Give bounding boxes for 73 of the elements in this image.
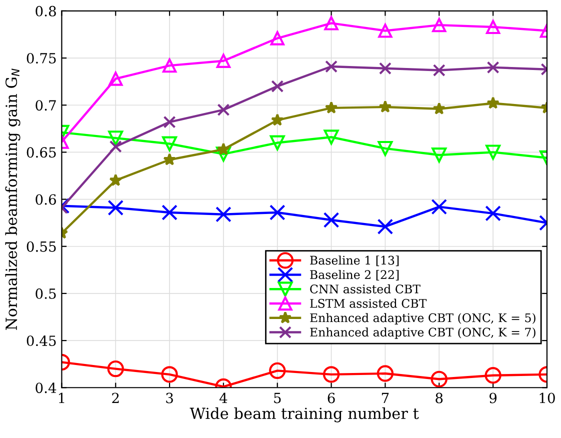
y-tick-label: 0.8 xyxy=(36,6,56,16)
point xyxy=(486,144,501,160)
legend-label: LSTM assisted CBT xyxy=(310,298,427,308)
legend-label: Enhanced adaptive CBT (ONC, K = 5) xyxy=(310,313,536,325)
point xyxy=(378,62,392,75)
y-tick-label: 0.75 xyxy=(26,53,56,64)
x-tick-label: 10 xyxy=(540,392,555,404)
y-tick-label: 0.4 xyxy=(36,382,56,394)
point xyxy=(486,96,500,109)
y-tick-label: 0.45 xyxy=(26,336,56,346)
point xyxy=(378,24,392,38)
point xyxy=(486,20,500,34)
point xyxy=(484,367,502,384)
point xyxy=(270,135,285,150)
point xyxy=(269,204,286,220)
y-tick-label: 0.55 xyxy=(26,241,56,252)
point xyxy=(163,116,176,128)
point xyxy=(431,198,448,215)
point xyxy=(485,205,501,222)
y-tick-label: 0.5 xyxy=(36,288,56,299)
point xyxy=(432,18,446,32)
x-tick-label: 6 xyxy=(328,392,335,404)
point xyxy=(216,146,231,162)
point xyxy=(163,153,176,166)
point xyxy=(161,366,178,383)
point xyxy=(108,72,123,86)
point xyxy=(271,80,284,93)
point xyxy=(377,218,394,235)
y-tick-label: 0.7 xyxy=(36,100,56,111)
x-tick-label: 5 xyxy=(274,392,281,404)
y-tick-label: 0.65 xyxy=(26,147,56,158)
point xyxy=(325,60,338,73)
point xyxy=(108,130,124,146)
point xyxy=(269,362,286,380)
legend-label: Baseline 1 [13] xyxy=(310,256,399,266)
x-tick-label: 3 xyxy=(166,392,173,404)
point xyxy=(109,174,122,186)
point xyxy=(162,204,178,220)
y-axis-title: Normalized beamforming gain G$_{N}$ xyxy=(5,68,20,330)
x-axis-title: Wide beam training number t xyxy=(190,407,419,422)
point xyxy=(432,102,446,114)
point xyxy=(322,366,340,383)
point xyxy=(270,114,284,126)
point xyxy=(378,140,393,156)
point xyxy=(324,101,338,114)
point xyxy=(107,360,124,378)
x-tick-label: 7 xyxy=(382,392,389,404)
legend-label: Enhanced adaptive CBT (ONC, K = 7) xyxy=(310,327,536,339)
legend-label: CNN assisted CBT xyxy=(310,284,420,294)
point xyxy=(216,206,232,222)
y-tick-label: 0.6 xyxy=(36,194,56,205)
point xyxy=(216,54,231,68)
legend-label: Baseline 2 [22] xyxy=(310,270,399,280)
point xyxy=(323,212,340,228)
x-tick-label: 8 xyxy=(436,392,443,404)
point xyxy=(376,365,394,382)
point xyxy=(486,61,500,74)
point xyxy=(324,16,338,30)
point xyxy=(162,136,178,152)
x-tick-label: 2 xyxy=(112,392,119,404)
point xyxy=(324,130,339,145)
point xyxy=(108,200,124,216)
point xyxy=(432,148,447,163)
point xyxy=(162,58,177,73)
point xyxy=(270,31,284,46)
point xyxy=(109,140,122,153)
x-tick-label: 4 xyxy=(219,392,228,404)
point xyxy=(432,64,446,77)
point xyxy=(378,100,392,113)
x-tick-label: 9 xyxy=(490,392,497,404)
x-tick-label: 1 xyxy=(58,392,64,404)
point xyxy=(430,370,448,388)
point xyxy=(217,104,230,116)
